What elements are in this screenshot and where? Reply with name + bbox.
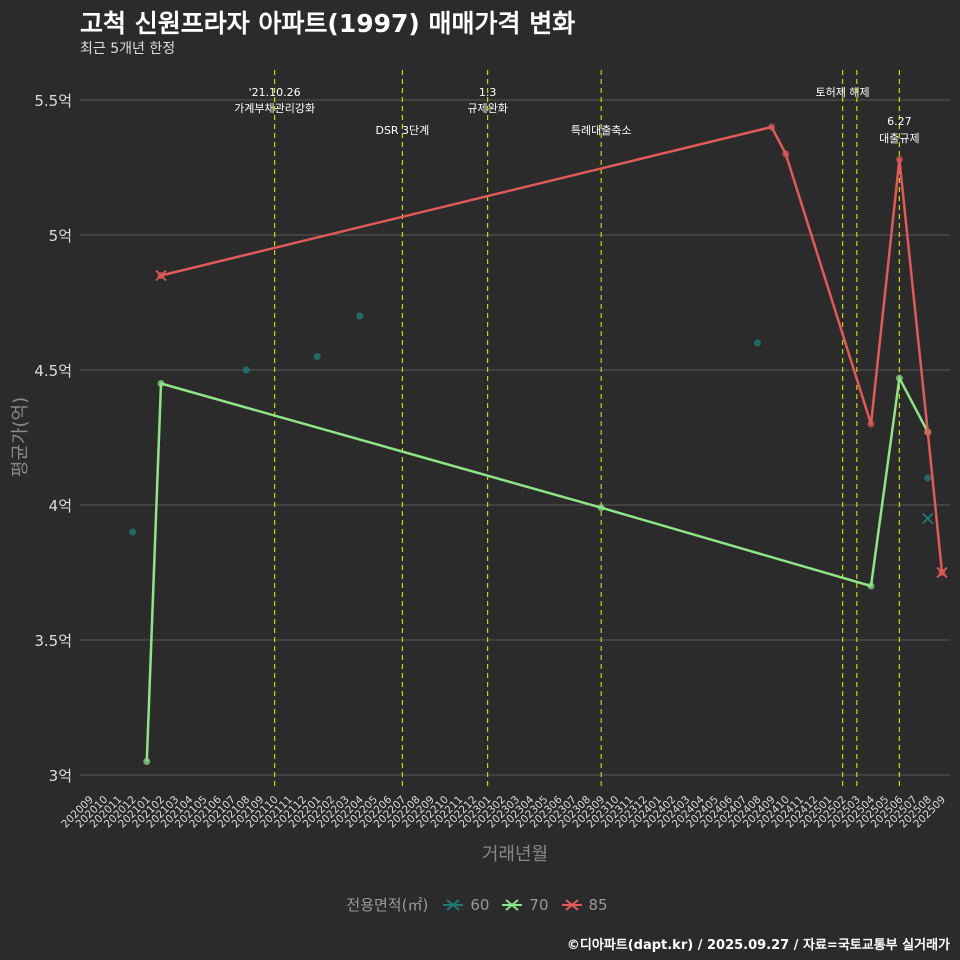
chart-title: 고척 신원프라자 아파트(1997) 매매가격 변화 (80, 9, 576, 38)
series-line-85 (160, 125, 944, 573)
legend: 전용면적(㎡) 60 70 85 (0, 894, 960, 915)
first-marker-85-stroke (155, 269, 167, 282)
x-axis-title: 거래년월 (482, 844, 548, 865)
y-tick-label: 5.5억 (34, 92, 72, 110)
line-point-70 (867, 582, 875, 590)
latest-marker-85-stroke (936, 566, 948, 579)
series-line-70 (145, 376, 929, 762)
line-point-70 (143, 758, 151, 765)
line-point-70 (597, 504, 605, 512)
point-60 (356, 312, 364, 320)
point-60 (242, 366, 250, 374)
y-tick-label: 4억 (49, 497, 72, 515)
legend-item-70: 70 (501, 895, 549, 914)
y-tick-label: 4.5억 (34, 362, 72, 380)
legend-item-60: 60 (442, 896, 489, 914)
policy-label: 6.27 (887, 115, 912, 128)
legend-label-60: 60 (470, 895, 490, 914)
policy-label: 규제완화 (467, 102, 507, 115)
legend-swatch-70 (502, 898, 523, 911)
y-tick-label: 5억 (49, 227, 72, 245)
y-tick-label: 3억 (49, 767, 72, 785)
policy-label: 1.3 (479, 86, 497, 99)
legend-label-85: 85 (588, 895, 608, 914)
point-60 (753, 339, 761, 347)
y-tick-label: 3.5억 (34, 632, 72, 650)
chart-subtitle: 최근 5개년 한정 (80, 41, 176, 57)
legend-title: 전용면적(㎡) (346, 896, 429, 914)
legend-swatch-85 (561, 898, 582, 911)
policy-label: 대출규제 (879, 132, 919, 145)
legend-swatch-60 (443, 898, 464, 911)
policy-label: 가계부채관리강화 (234, 102, 315, 115)
policy-label: 토허제 해제 (816, 85, 870, 99)
line-point-70 (157, 380, 165, 387)
latest-marker-60-stroke (922, 512, 934, 525)
y-axis-title: 평균가(억) (10, 397, 31, 477)
first-marker-85 (155, 269, 167, 282)
source-caption: ©디아파트(dapt.kr) / 2025.09.27 / 자료=국토교통부 실… (566, 938, 950, 953)
policy-label: 특례대출축소 (571, 124, 632, 137)
latest-marker-60 (922, 512, 934, 525)
line-point-85 (924, 428, 932, 436)
policy-label: DSR 3단계 (375, 124, 429, 137)
point-60 (129, 528, 137, 536)
latest-marker-85 (936, 566, 948, 579)
line-point-70 (895, 374, 903, 382)
line-point-85 (768, 123, 776, 131)
line-point-85 (867, 420, 875, 428)
line-point-85 (895, 155, 903, 163)
line-point-85 (782, 150, 790, 158)
point-60 (924, 474, 932, 482)
point-60 (313, 353, 321, 360)
legend-item-85: 85 (561, 896, 608, 914)
policy-label: '21.10.26 (249, 86, 301, 99)
legend-label-70: 70 (529, 895, 549, 914)
